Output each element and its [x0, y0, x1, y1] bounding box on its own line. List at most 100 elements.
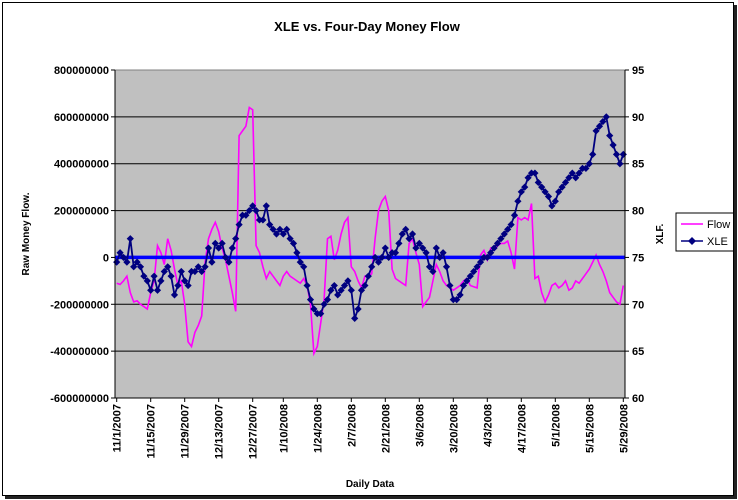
x-tick-label: 1/24/2008 — [312, 404, 324, 453]
xle-point — [228, 244, 236, 252]
xle-point — [218, 239, 226, 247]
plot-area — [114, 69, 626, 399]
xle-point — [412, 244, 420, 252]
xle-point — [201, 263, 209, 271]
xle-point — [463, 277, 471, 285]
xle-point — [541, 188, 549, 196]
xle-point — [293, 249, 301, 257]
legend-xle-marker — [688, 237, 696, 245]
left-tick-label: 0 — [103, 252, 109, 264]
xle-point — [473, 263, 481, 271]
xle-point — [561, 178, 570, 187]
xle-point — [442, 263, 451, 271]
xle-point — [565, 174, 573, 182]
xle-point — [374, 258, 383, 266]
xle-point — [191, 267, 199, 276]
xle-point — [514, 197, 522, 205]
xle-point — [296, 258, 304, 266]
xle-point — [408, 230, 417, 238]
xle-point — [368, 263, 376, 271]
left-tick-label: 600000000 — [54, 112, 109, 124]
xle-point — [208, 258, 216, 266]
xle-point — [422, 249, 430, 257]
xle-point — [320, 300, 328, 308]
xle-point — [459, 281, 468, 290]
xle-point — [415, 239, 423, 247]
xle-point — [592, 127, 600, 135]
legend-box — [675, 212, 733, 252]
right-tick-label: 80 — [632, 206, 644, 218]
axes — [114, 70, 626, 399]
x-tick-label: 12/27/2007 — [248, 404, 260, 459]
xle-point — [157, 277, 165, 285]
xle-point — [466, 272, 474, 280]
xle-point — [575, 169, 583, 177]
xle-point — [436, 253, 444, 262]
xle-point — [347, 286, 355, 294]
xle-point — [534, 178, 542, 187]
xle-point — [429, 267, 437, 276]
xle-point — [405, 235, 413, 243]
legend-xle-label: XLE — [707, 236, 728, 248]
xle-point — [385, 253, 393, 262]
xle-point — [500, 230, 508, 238]
xle-point — [221, 253, 230, 262]
xle-point — [150, 272, 158, 280]
x-tick-label: 5/29/2008 — [618, 404, 630, 453]
xle-point — [317, 310, 325, 318]
xle-point — [170, 291, 179, 299]
xle-point — [493, 239, 502, 247]
right-tick-label: 85 — [632, 159, 644, 171]
chart: XLE vs. Four-Day Money Flow 800000000600… — [21, 19, 733, 490]
xle-point — [446, 281, 454, 290]
xle-point — [269, 225, 277, 233]
xle-point — [344, 277, 352, 285]
xle-point — [419, 244, 427, 252]
xle-point — [551, 197, 559, 205]
xle-point — [337, 286, 345, 294]
xle-point — [354, 305, 362, 313]
xle-point — [310, 305, 318, 313]
xle-point — [507, 221, 515, 229]
xle-point — [286, 235, 294, 243]
xle-point — [167, 272, 175, 280]
xle-point — [153, 286, 162, 294]
xle-point — [147, 286, 155, 294]
legend: Flow XLE — [675, 212, 733, 252]
xle-point — [595, 122, 604, 130]
chart-frame: XLE vs. Four-Day Money Flow 800000000 600… — [2, 2, 734, 496]
xle-point — [357, 286, 366, 294]
xle-point — [602, 113, 610, 121]
xle-point — [616, 160, 624, 168]
x-tick-label: 1/10/2008 — [278, 404, 290, 453]
xle-point — [453, 296, 461, 304]
x-tick-label: 4/17/2008 — [516, 404, 528, 453]
xle-point — [531, 169, 539, 177]
xle-point — [398, 230, 406, 238]
x-tick-label: 12/13/2007 — [214, 404, 226, 459]
xle-point — [487, 249, 495, 257]
xle-point — [558, 183, 566, 191]
xle-point — [504, 225, 512, 233]
xle-point — [439, 249, 447, 257]
xle-point — [340, 281, 349, 290]
series-layer — [113, 106, 627, 357]
xle-point — [164, 263, 172, 271]
xle-point — [538, 183, 546, 191]
xle-point — [123, 258, 131, 266]
x-tick-label: 3/6/2008 — [414, 404, 426, 447]
left-tick-label: 400000000 — [54, 159, 109, 171]
xle-point — [198, 267, 206, 276]
xle-point — [606, 132, 614, 140]
legend-flow-label: Flow — [707, 219, 730, 231]
xle-point — [517, 188, 525, 196]
xle-point — [334, 291, 342, 299]
left-tick-label: -400000000 — [50, 346, 109, 358]
xle-point — [225, 258, 233, 266]
xle-point — [568, 169, 576, 177]
xle-point — [289, 239, 298, 247]
xle-point — [279, 230, 287, 238]
xle-point — [609, 141, 617, 149]
xle-point — [232, 235, 240, 243]
xle-point — [262, 202, 270, 210]
